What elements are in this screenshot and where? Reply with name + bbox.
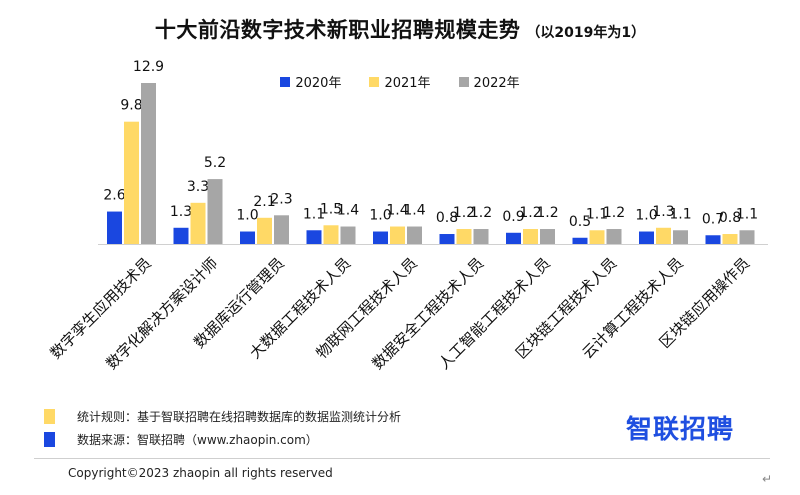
bar bbox=[107, 211, 122, 244]
data-label: 1.1 bbox=[303, 206, 325, 222]
data-label: 1.4 bbox=[386, 203, 408, 219]
data-label: 1.2 bbox=[519, 205, 541, 221]
legend-swatch bbox=[280, 76, 291, 87]
bar bbox=[190, 202, 206, 244]
legend-label: 2020年 bbox=[295, 76, 342, 91]
data-label: 3.3 bbox=[187, 179, 209, 195]
data-label: 1.3 bbox=[652, 204, 674, 220]
bar bbox=[722, 234, 738, 244]
legend-label: 2021年 bbox=[384, 76, 431, 91]
bar bbox=[340, 226, 356, 244]
category-label: 人工智能工程技术人员 bbox=[435, 254, 554, 373]
bar-chart: 2.69.812.9数字孪生应用技术员1.33.35.2数字化解决方案设计师1.… bbox=[47, 59, 768, 373]
note-rule-text: 统计规则：基于智联招聘在线招聘数据库的数据监测统计分析 bbox=[77, 410, 402, 424]
bar bbox=[274, 215, 289, 244]
data-label: 1.2 bbox=[603, 205, 625, 221]
data-label: 1.2 bbox=[470, 205, 492, 221]
bar bbox=[589, 230, 605, 244]
copyright-text: Copyright©2023 zhaopin all rights reserv… bbox=[68, 466, 333, 480]
legend-item: 2021年 bbox=[369, 72, 431, 91]
bar bbox=[540, 229, 555, 244]
bar bbox=[506, 232, 521, 244]
data-label: 2.6 bbox=[103, 188, 125, 204]
data-label: 9.8 bbox=[120, 98, 142, 114]
data-label: 2.3 bbox=[270, 191, 292, 207]
legend: 2020年 2021年 2022年 bbox=[0, 72, 800, 91]
note-source-swatch bbox=[44, 432, 55, 447]
bar bbox=[456, 229, 472, 244]
note-source-text: 数据来源：智联招聘（www.zhaopin.com） bbox=[77, 433, 318, 447]
data-label: 1.1 bbox=[669, 206, 691, 222]
bar bbox=[439, 234, 455, 244]
data-label: 0.7 bbox=[702, 211, 724, 227]
bar bbox=[323, 225, 339, 244]
footer-divider bbox=[34, 458, 770, 459]
data-label: 1.1 bbox=[586, 206, 608, 222]
title-main: 十大前沿数字技术新职业招聘规模走势 bbox=[154, 18, 521, 42]
title-subtitle: （以2019年为1） bbox=[526, 25, 646, 41]
data-label: 2.1 bbox=[253, 194, 275, 210]
bar bbox=[173, 227, 189, 244]
bar bbox=[373, 231, 388, 244]
data-label: 1.3 bbox=[170, 204, 192, 220]
bar bbox=[656, 227, 671, 244]
data-label: 1.2 bbox=[536, 205, 558, 221]
bar bbox=[639, 231, 654, 244]
bar bbox=[207, 179, 223, 244]
bar bbox=[673, 230, 688, 244]
bar bbox=[257, 217, 272, 244]
bar bbox=[473, 229, 489, 244]
bar bbox=[705, 235, 721, 244]
data-label: 1.2 bbox=[453, 205, 475, 221]
data-label: 1.4 bbox=[403, 203, 425, 219]
zhaopin-logo: 智联招聘 bbox=[626, 415, 735, 445]
bar bbox=[306, 230, 322, 244]
bar bbox=[572, 237, 588, 244]
legend-item: 2020年 bbox=[280, 72, 341, 91]
return-mark: ↵ bbox=[762, 472, 773, 486]
bar bbox=[141, 83, 156, 244]
data-label: 1.1 bbox=[736, 206, 758, 222]
note-source: 数据来源：智联招聘（www.zhaopin.com） bbox=[44, 431, 318, 448]
legend-swatch bbox=[458, 76, 469, 87]
chart-title: 十大前沿数字技术新职业招聘规模走势 （以2019年为1） bbox=[0, 14, 800, 44]
bar bbox=[407, 226, 422, 244]
data-label: 0.8 bbox=[436, 210, 458, 226]
data-label: 12.9 bbox=[133, 59, 164, 75]
data-label: 1.0 bbox=[236, 208, 258, 224]
bar bbox=[124, 121, 139, 244]
data-label: 1.4 bbox=[337, 203, 359, 219]
data-label: 1.5 bbox=[320, 201, 342, 217]
bar bbox=[240, 231, 255, 244]
data-label: 0.5 bbox=[569, 214, 591, 230]
category-label: 数字化解决方案设计师 bbox=[103, 254, 222, 373]
legend-item: 2022年 bbox=[458, 72, 520, 91]
data-label: 0.8 bbox=[719, 210, 741, 226]
legend-label: 2022年 bbox=[473, 76, 520, 91]
data-label: 1.0 bbox=[369, 208, 391, 224]
category-label: 数据安全工程技术人员 bbox=[369, 254, 488, 373]
bar bbox=[390, 226, 405, 244]
note-rule-swatch bbox=[44, 409, 55, 424]
bar bbox=[523, 229, 538, 244]
note-rule: 统计规则：基于智联招聘在线招聘数据库的数据监测统计分析 bbox=[44, 408, 401, 425]
data-label: 5.2 bbox=[204, 155, 226, 171]
data-label: 0.9 bbox=[502, 209, 524, 225]
bar bbox=[606, 229, 622, 244]
bar bbox=[739, 230, 755, 244]
legend-swatch bbox=[369, 76, 380, 87]
data-label: 1.0 bbox=[635, 208, 657, 224]
